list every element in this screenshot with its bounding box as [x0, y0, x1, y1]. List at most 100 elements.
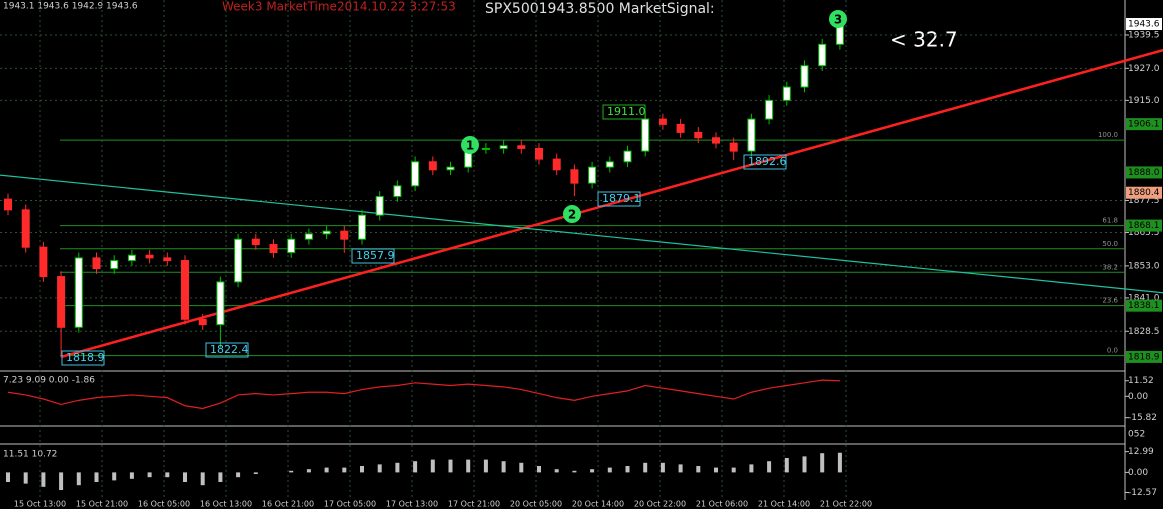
y-tick-label: 11.52	[1128, 376, 1154, 386]
candle-body	[818, 43, 827, 67]
histogram-bar	[749, 464, 754, 473]
histogram-bar	[660, 462, 665, 473]
candle-body	[145, 254, 154, 259]
x-tick-label: 20 Oct 14:00	[572, 500, 624, 509]
candle-body	[4, 198, 12, 211]
annotation-box	[61, 350, 105, 366]
histogram-bar	[607, 467, 612, 473]
histogram-bar	[253, 472, 258, 474]
candle-body	[234, 238, 243, 283]
wave-marker	[563, 205, 581, 223]
histogram-bar	[590, 469, 595, 473]
indicator-readout: 7.23 9.09 0.00 -1.86	[3, 376, 95, 386]
candle-body	[641, 118, 650, 152]
panel-label: 052	[1128, 430, 1145, 440]
histogram-bar	[183, 472, 187, 482]
price-tag: 1888.0	[1128, 168, 1160, 178]
histogram-bar	[324, 467, 329, 473]
annotation-box	[351, 248, 395, 264]
histogram-bar	[413, 461, 418, 473]
price-tag-box	[1126, 350, 1162, 363]
annotation-box	[743, 154, 787, 170]
candle-body	[163, 257, 172, 262]
y-tick-label: 1853.0	[1128, 261, 1160, 271]
wave-label: 1	[466, 139, 474, 153]
histogram-bar	[696, 466, 701, 473]
candle-body	[251, 238, 260, 246]
candle-body	[588, 166, 597, 184]
candle-body	[800, 65, 809, 88]
candle-body	[712, 137, 720, 144]
histogram-bar	[6, 472, 10, 482]
current-price: 1943.6	[1128, 20, 1160, 30]
histogram-bar	[820, 453, 825, 473]
histogram-bar	[147, 472, 152, 478]
trendline	[60, 48, 1163, 359]
candle-body	[570, 169, 579, 184]
histogram-bar	[377, 464, 382, 473]
y-tick-label: 1828.5	[1128, 327, 1160, 337]
fib-label: 100.0	[1098, 131, 1118, 139]
candle-body	[322, 230, 331, 235]
candle-body	[428, 161, 437, 171]
price-annotation: 1818.9	[66, 351, 105, 364]
x-tick-label: 15 Oct 21:00	[76, 500, 128, 509]
candle-body	[304, 233, 313, 240]
y-tick-label: 12.99	[1128, 447, 1154, 457]
indicator-readout: 11.51 10.72	[3, 450, 57, 460]
x-tick-label: 17 Oct 21:00	[448, 500, 500, 509]
histogram-bar	[59, 472, 64, 490]
annotations: 1818.9 1822.4 1857.9 1879.1 1892.6 1911.…	[61, 10, 847, 366]
histogram-bar	[643, 462, 648, 473]
fib-label: 50.0	[1102, 240, 1118, 248]
x-tick-label: 21 Oct 06:00	[696, 500, 748, 509]
diff-label: < 32.7	[890, 28, 958, 52]
histogram-bar	[767, 461, 772, 473]
ohlc-readout: 1943.1 1943.6 1942.9 1943.6	[3, 2, 138, 12]
histogram-bar	[360, 466, 364, 473]
x-tick-label: 15 Oct 13:00	[14, 500, 66, 509]
histogram-bar	[430, 459, 435, 473]
x-tick-label: 17 Oct 05:00	[324, 500, 376, 509]
x-tick-label: 20 Oct 05:00	[510, 500, 562, 509]
candle-body	[782, 86, 791, 101]
annotation-box	[205, 342, 249, 358]
x-tick-label: 16 Oct 05:00	[138, 500, 190, 509]
price-annotation: 1879.1	[602, 192, 641, 205]
current-price-box	[1126, 18, 1162, 31]
candle-body	[729, 142, 738, 152]
price-annotation: 1857.9	[356, 249, 395, 262]
histogram-bar	[837, 452, 842, 473]
histogram-bar	[23, 472, 28, 484]
candle-body	[110, 260, 119, 270]
x-tick-label: 21 Oct 14:00	[758, 500, 810, 509]
histogram-bar	[94, 472, 99, 482]
y-tick-label: 1939.5	[1128, 30, 1160, 40]
histogram-bar	[76, 472, 81, 486]
trendline	[0, 174, 1163, 294]
candle-body	[517, 145, 526, 149]
candle-body	[39, 246, 48, 278]
histogram-bar	[236, 472, 241, 478]
candle-body	[605, 161, 614, 168]
x-tick-label: 20 Oct 22:00	[634, 500, 686, 509]
market-signal: SPX5001943.8500 MarketSignal:	[485, 1, 715, 17]
x-tick-label: 16 Oct 21:00	[262, 500, 314, 509]
candle-body	[411, 161, 420, 187]
histogram-bar	[554, 469, 559, 473]
candle-body	[74, 257, 83, 328]
candle-body	[446, 166, 455, 171]
candle-body	[658, 118, 667, 125]
candle-body	[216, 281, 225, 326]
candle-body	[393, 185, 402, 197]
candle-body	[552, 158, 561, 171]
wave-marker	[461, 136, 479, 154]
candle-body	[676, 123, 685, 133]
candle-body	[269, 244, 278, 254]
fib-label: 23.6	[1102, 297, 1118, 305]
wave-label: 2	[568, 208, 576, 222]
wave-label: 3	[834, 13, 842, 27]
y-tick-label: 1865.5	[1128, 228, 1160, 238]
candle-body	[92, 257, 101, 270]
